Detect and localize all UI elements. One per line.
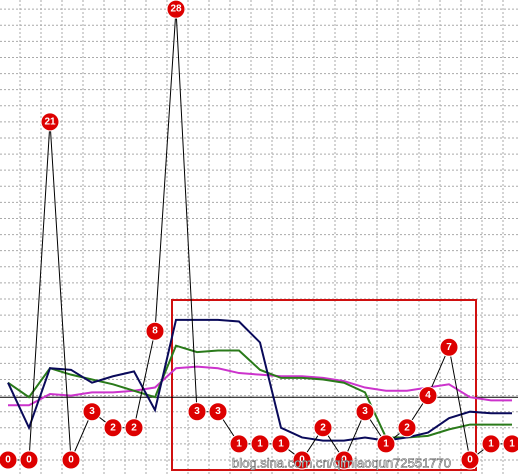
data-point xyxy=(376,434,396,454)
data-point xyxy=(334,450,354,470)
data-point xyxy=(502,434,518,454)
data-label: 3 xyxy=(89,406,95,417)
data-point xyxy=(103,418,123,438)
data-point xyxy=(439,337,459,357)
data-label: 0 xyxy=(299,454,305,465)
data-point xyxy=(460,450,480,470)
data-label: 0 xyxy=(467,454,473,465)
data-point xyxy=(418,386,438,406)
data-label: 1 xyxy=(383,438,389,449)
data-label: 2 xyxy=(131,422,137,433)
data-label: 2 xyxy=(404,422,410,433)
data-label: 2 xyxy=(110,422,116,433)
highlight-box xyxy=(171,299,477,471)
data-point xyxy=(19,450,39,470)
series-line xyxy=(7,318,512,442)
data-label: 0 xyxy=(341,454,347,465)
data-point xyxy=(124,418,144,438)
data-label: 0 xyxy=(26,454,32,465)
data-label: 28 xyxy=(170,4,182,15)
data-label: 2 xyxy=(320,422,326,433)
data-point xyxy=(229,434,249,454)
data-point xyxy=(313,418,333,438)
data-point xyxy=(145,321,165,341)
data-label: 0 xyxy=(5,454,11,465)
data-label: 4 xyxy=(425,390,431,401)
data-point xyxy=(40,112,60,132)
data-label: 1 xyxy=(236,438,242,449)
data-point xyxy=(187,402,207,422)
series-line xyxy=(7,344,512,439)
data-label: 21 xyxy=(44,116,56,127)
watermark: blog.sina.com.cn/qimiaoqun72551770 xyxy=(232,456,451,471)
data-label: 0 xyxy=(68,454,74,465)
data-point xyxy=(166,0,186,19)
data-point xyxy=(208,402,228,422)
data-label: 1 xyxy=(278,438,284,449)
data-label: 1 xyxy=(257,438,263,449)
data-label: 3 xyxy=(194,406,200,417)
data-label: 1 xyxy=(488,438,494,449)
data-point xyxy=(61,450,81,470)
data-point xyxy=(355,402,375,422)
data-point xyxy=(0,450,18,470)
data-label: 3 xyxy=(215,406,221,417)
data-point xyxy=(292,450,312,470)
data-label: 8 xyxy=(152,326,158,337)
data-point xyxy=(481,434,501,454)
data-label: 7 xyxy=(446,342,452,353)
data-point xyxy=(82,402,102,422)
data-point xyxy=(250,434,270,454)
data-point xyxy=(271,434,291,454)
data-label: 3 xyxy=(362,406,368,417)
data-label: 1 xyxy=(509,438,515,449)
data-point xyxy=(397,418,417,438)
